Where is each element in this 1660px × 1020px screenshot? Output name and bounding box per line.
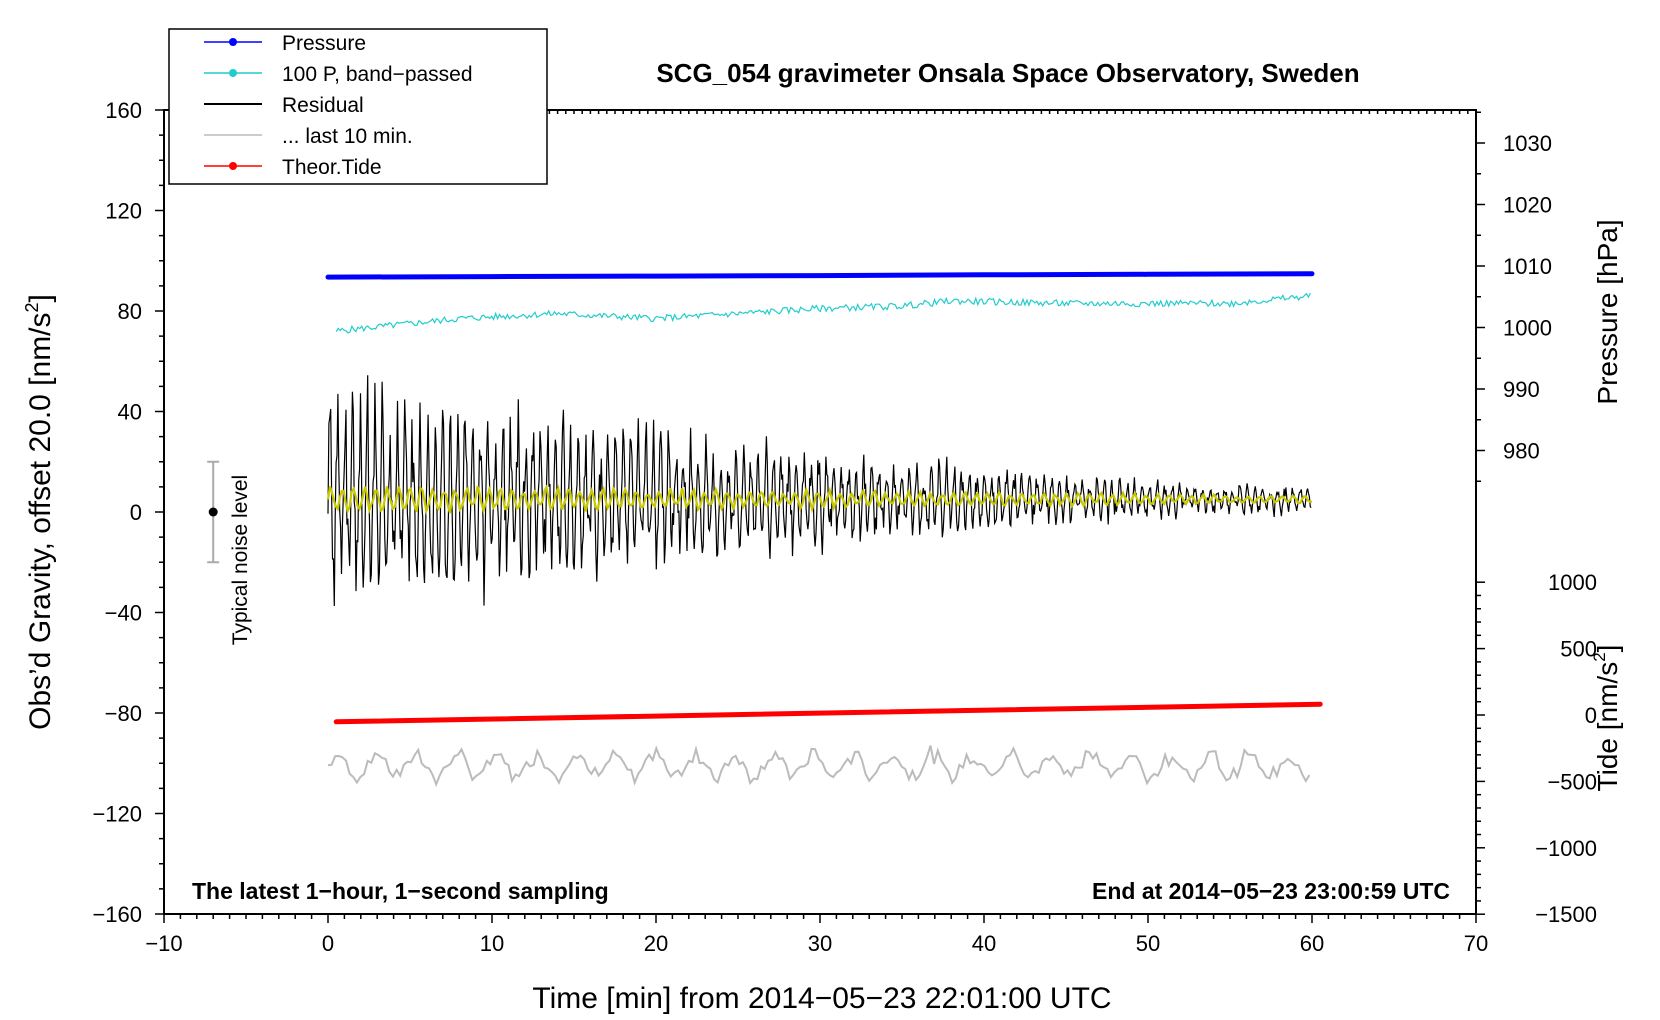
theor-tide-line bbox=[333, 701, 1323, 725]
y-tick-label: 120 bbox=[105, 199, 142, 224]
last-10-min-line bbox=[327, 745, 1311, 788]
band-passed-pressure-line bbox=[335, 292, 1311, 334]
y-tick-label: −40 bbox=[105, 601, 142, 626]
legend-label: ... last 10 min. bbox=[282, 125, 413, 148]
right-note: End at 2014−05−23 23:00:59 UTC bbox=[1092, 878, 1450, 904]
tide-axis-label-sup: 2 bbox=[1590, 652, 1609, 661]
series-layer bbox=[325, 271, 1323, 788]
pressure-tick-label: 1030 bbox=[1503, 131, 1552, 156]
tide-axis-label-main: Tide [nm/s bbox=[1592, 662, 1623, 792]
x-tick-label: −10 bbox=[145, 931, 182, 956]
left-note: The latest 1−hour, 1−second sampling bbox=[192, 878, 609, 904]
tide-axis-label-tail: ] bbox=[1592, 645, 1623, 653]
y-axis-label-sup: 2 bbox=[22, 302, 42, 312]
x-tick-label: 20 bbox=[644, 931, 668, 956]
pressure-axis-label: Pressure [hPa] bbox=[1592, 219, 1623, 404]
tide-tick-label: −500 bbox=[1547, 769, 1597, 794]
x-tick-label: 60 bbox=[1300, 931, 1324, 956]
x-tick-label: 50 bbox=[1136, 931, 1160, 956]
y-axis-label-tail: ] bbox=[24, 294, 57, 302]
x-tick-label: 70 bbox=[1464, 931, 1488, 956]
pressure-tick-label: 1020 bbox=[1503, 193, 1552, 218]
x-tick-label: 10 bbox=[480, 931, 504, 956]
y-tick-label: −80 bbox=[105, 701, 142, 726]
tide-axis-label: Tide [nm/s2] bbox=[1590, 645, 1623, 792]
residual-smoothed-line bbox=[326, 484, 1313, 515]
y-tick-label: 160 bbox=[105, 98, 142, 123]
tide-tick-label: −1500 bbox=[1535, 902, 1597, 927]
legend-label: Pressure bbox=[282, 32, 366, 55]
tide-tick-label: 0 bbox=[1585, 703, 1597, 728]
residual-line bbox=[327, 375, 1312, 607]
noise-level-label: Typical noise level bbox=[229, 475, 252, 645]
y-tick-label: −160 bbox=[92, 902, 142, 927]
legend-marker bbox=[229, 162, 237, 170]
axis-ticks bbox=[155, 109, 1485, 923]
chart-title: SCG_054 gravimeter Onsala Space Observat… bbox=[656, 58, 1359, 88]
y-tick-label: 80 bbox=[118, 299, 142, 324]
y-axis-label-main: Obs’d Gravity, offset 20.0 [nm/s bbox=[24, 312, 57, 729]
pressure-line bbox=[325, 271, 1315, 280]
x-tick-label: 40 bbox=[972, 931, 996, 956]
tide-tick-label: 500 bbox=[1560, 637, 1597, 662]
pressure-tick-label: 1010 bbox=[1503, 254, 1552, 279]
noise-level-indicator bbox=[207, 460, 220, 564]
legend-marker bbox=[229, 38, 237, 46]
plot-frame bbox=[163, 109, 1477, 915]
x-tick-label: 0 bbox=[322, 931, 334, 956]
legend-box bbox=[168, 28, 548, 185]
axis-tick-labels: −10 0 10 20 30 40 50 60 7016012080400−40−80−120−… bbox=[92, 98, 1597, 956]
pressure-tick-label: 990 bbox=[1503, 377, 1540, 402]
legend: Pressure 100 P, band−passed Residual ... la… bbox=[168, 28, 548, 185]
pressure-tick-label: 980 bbox=[1503, 439, 1540, 464]
legend-marker bbox=[229, 69, 237, 77]
legend-label: Theor.Tide bbox=[282, 156, 382, 179]
x-tick-label: 30 bbox=[808, 931, 832, 956]
legend-label: Residual bbox=[282, 94, 364, 117]
y-tick-label: 0 bbox=[130, 500, 142, 525]
tide-tick-label: 1000 bbox=[1548, 570, 1597, 595]
x-axis-label: Time [min] from 2014−05−23 22:01:00 UTC bbox=[532, 982, 1111, 1015]
y-tick-label: −120 bbox=[92, 802, 142, 827]
tide-tick-label: −1000 bbox=[1535, 836, 1597, 861]
noise-bar-center-dot bbox=[208, 507, 218, 517]
pressure-tick-label: 1000 bbox=[1503, 316, 1552, 341]
y-axis-label: Obs’d Gravity, offset 20.0 [nm/s2] bbox=[22, 294, 57, 730]
y-tick-label: 40 bbox=[118, 400, 142, 425]
legend-label: 100 P, band−passed bbox=[282, 63, 473, 86]
